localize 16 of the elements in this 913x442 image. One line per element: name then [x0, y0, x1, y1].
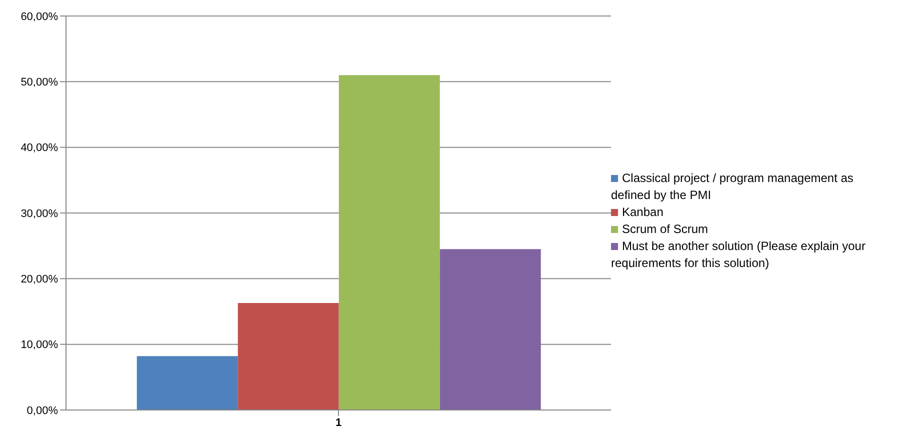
y-tick-label: 20,00%: [20, 274, 58, 286]
y-tick-label: 40,00%: [20, 142, 58, 154]
legend-label: Kanban: [622, 205, 664, 219]
y-tick-label: 10,00%: [20, 339, 58, 352]
legend-label: Must be another solution (Please explain your requirements for this solution): [611, 239, 866, 270]
bar: [238, 302, 339, 410]
bar: [338, 75, 440, 410]
legend-label: Scrum of Scrum: [622, 222, 708, 236]
bar: [440, 249, 541, 410]
bar: [136, 356, 238, 410]
y-tick-label: 0,00%: [26, 404, 58, 417]
y-tick-label: 60,00%: [20, 10, 58, 23]
legend-label: Classical project / program management as defined by the PMI: [611, 171, 854, 202]
y-tick-label: 30,00%: [20, 208, 58, 220]
x-tick-label: 1: [335, 416, 342, 429]
y-tick-label: 50,00%: [20, 76, 58, 89]
